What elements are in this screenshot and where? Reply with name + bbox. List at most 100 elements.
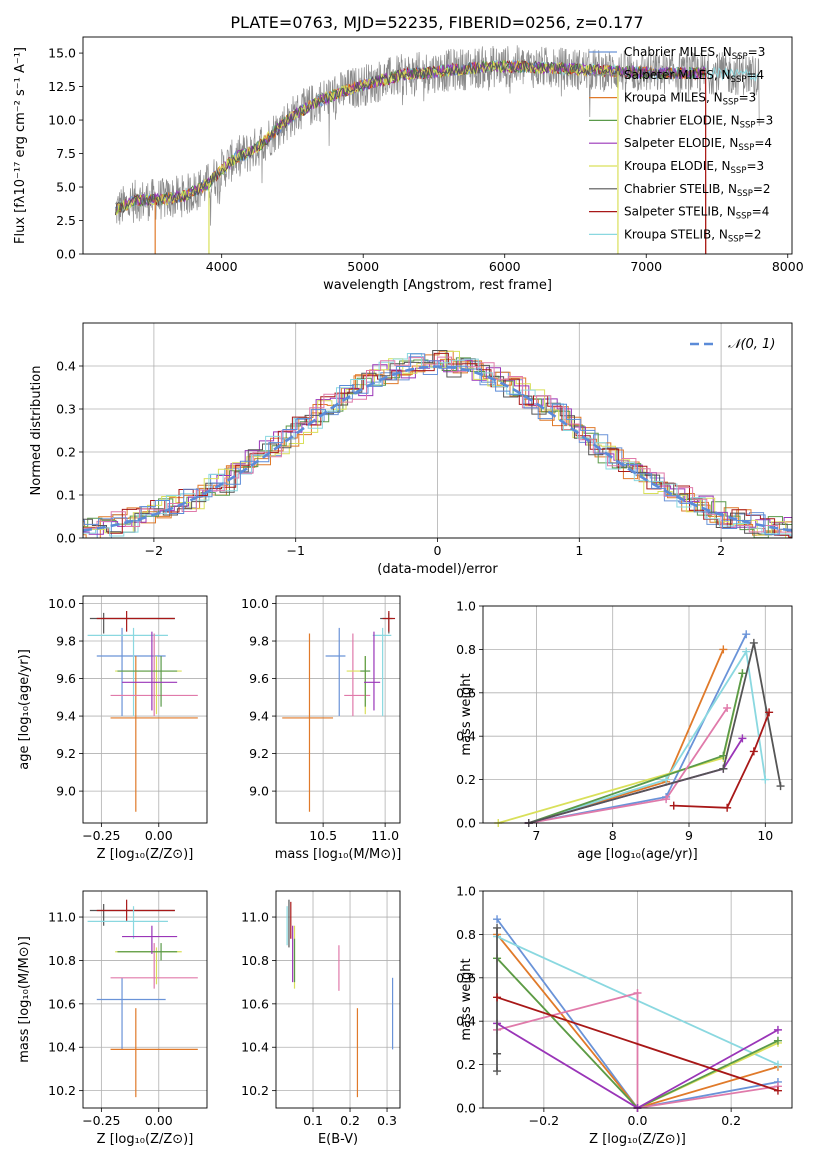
weight-point-marker [765,708,774,717]
x-tick-label: 9 [685,828,693,843]
y-tick-label: 15.0 [48,46,76,61]
x-axis-label: Z [log₁₀(Z/Z⊙)] [97,1132,194,1147]
x-axis-label: Z [log₁₀(Z/Z⊙)] [97,847,194,862]
weight-point-marker [493,1067,502,1076]
y-axis-label: mass [log₁₀(M/M⊙)] [17,936,32,1063]
weight-point-marker [493,923,502,932]
x-tick-label: 11.0 [371,828,399,843]
y-tick-label: 9.2 [56,746,76,761]
spectrum-series-line [115,59,707,254]
y-tick-label: 0.4 [56,359,76,374]
y-tick-label: 0.3 [56,402,76,417]
weight-point-marker [493,993,502,1002]
x-tick-label: 0.2 [721,1113,741,1128]
y-tick-label: 0.2 [456,772,476,787]
y-tick-label: 10.8 [241,953,269,968]
weight-series-line [528,649,767,824]
y-tick-label: 10.0 [48,596,76,611]
y-tick-label: 0.6 [456,970,476,985]
mass_vs_Z-panel: −0.25 0.00 10.2 10.4 10.6 10.8 11.0 Z [log₁₀(Z/… [17,890,208,1147]
residual-histogram [83,350,792,538]
weight-point-marker [719,764,728,773]
x-tick-label: −0.25 [82,1113,120,1128]
y-tick-label: 0.8 [456,927,476,942]
axes-frame [275,890,401,1109]
x-tick-label: 10 [757,828,773,843]
x-axis-label: mass [log₁₀(M/M⊙)] [275,847,402,862]
axes-frame [82,322,793,539]
axes-frame [275,595,401,824]
x-axis-label: age [log₁₀(age/yr)] [577,847,698,862]
weight_vs_age-panel: 7 8 9 10 0.0 0.2 0.4 0.6 0.8 1.0 age [log₁₀(age/yr… [456,599,793,862]
y-tick-label: 12.5 [48,79,76,94]
y-tick-label: 0.0 [56,531,76,546]
age_vs_mass-plot-area [282,611,396,812]
y-tick-label: 1.0 [456,599,476,614]
weight-point-marker [493,1049,502,1058]
y-tick-label: 10.4 [241,1040,269,1055]
y-axis-label: age [log₁₀(age/yr)] [17,649,32,770]
y-tick-label: 9.6 [249,671,269,686]
y-tick-label: 10.0 [48,113,76,128]
age_vs_Z-panel: −0.25 0.00 9.0 9.2 9.4 9.6 9.8 10.0 Z [log₁₀(Z/Z… [17,595,208,862]
legend-label: Kroupa MILES, NSSP=3 [624,91,756,108]
y-tick-label: 0.0 [56,247,76,262]
weight-point-marker [749,747,758,756]
y-tick-label: 0.2 [456,1057,476,1072]
weight-point-marker [669,801,678,810]
axes-frame [82,890,208,1109]
figure-title: PLATE=0763, MJD=52235, FIBERID=0256, z=0… [230,13,643,32]
y-tick-label: 9.8 [56,634,76,649]
x-tick-label: 0.0 [628,1113,648,1128]
y-tick-label: 11.0 [241,910,269,925]
y-axis-label: Normed distribution [29,366,44,496]
weight-point-marker [773,1036,782,1045]
axes-frame [82,595,208,824]
x-tick-label: 0 [434,543,442,558]
weight_vs_age-plot-area [494,630,785,827]
x-axis-label: E(B-V) [318,1132,358,1147]
age_vs_Z-plot-area [87,611,198,812]
spectrum-plot-area [115,45,760,254]
y-tick-label: 5.0 [56,180,76,195]
axes-frame [82,36,793,255]
x-tick-label: 0.3 [377,1113,397,1128]
y-axis-label: mass weight [459,958,474,1040]
x-tick-label: 0.1 [303,1113,323,1128]
weight-point-marker [662,795,671,804]
x-tick-label: −0.2 [529,1113,559,1128]
axes-frame [482,890,793,1109]
weight-point-marker [738,734,747,743]
weight-series-line [496,996,779,1092]
residual-histogram [83,353,792,536]
legend-label: Chabrier STELIB, NSSP=2 [624,182,771,199]
x-tick-label: 6000 [489,259,521,274]
y-tick-label: 11.0 [48,910,76,925]
x-axis-label: wavelength [Angstrom, rest frame] [323,278,552,293]
weight-point-marker [749,638,758,647]
y-tick-label: 10.6 [241,996,269,1011]
y-tick-label: 9.0 [249,784,269,799]
x-tick-label: 8 [609,828,617,843]
y-tick-label: 9.6 [56,671,76,686]
y-tick-label: 0.8 [456,642,476,657]
legend-label: Chabrier ELODIE, NSSP=3 [624,113,773,130]
normal-reference-curve [83,365,792,532]
y-tick-label: 9.8 [249,634,269,649]
weight-point-marker [773,1025,782,1034]
x-tick-label: 2 [717,543,725,558]
y-tick-label: 0.2 [56,445,76,460]
x-tick-label: 8000 [772,259,804,274]
weight-point-marker [773,1060,782,1069]
x-tick-label: −2 [145,543,163,558]
y-tick-label: 10.8 [48,953,76,968]
legend-label: Chabrier MILES, NSSP=3 [624,45,765,62]
y-tick-label: 10.2 [48,1083,76,1098]
y-tick-label: 10.6 [48,996,76,1011]
weight-point-marker [719,645,728,654]
weight-series-line [528,673,744,824]
x-tick-label: 4000 [206,259,238,274]
legend-label: Salpeter STELIB, NSSP=4 [624,205,769,222]
y-axis-label: mass weight [459,673,474,755]
